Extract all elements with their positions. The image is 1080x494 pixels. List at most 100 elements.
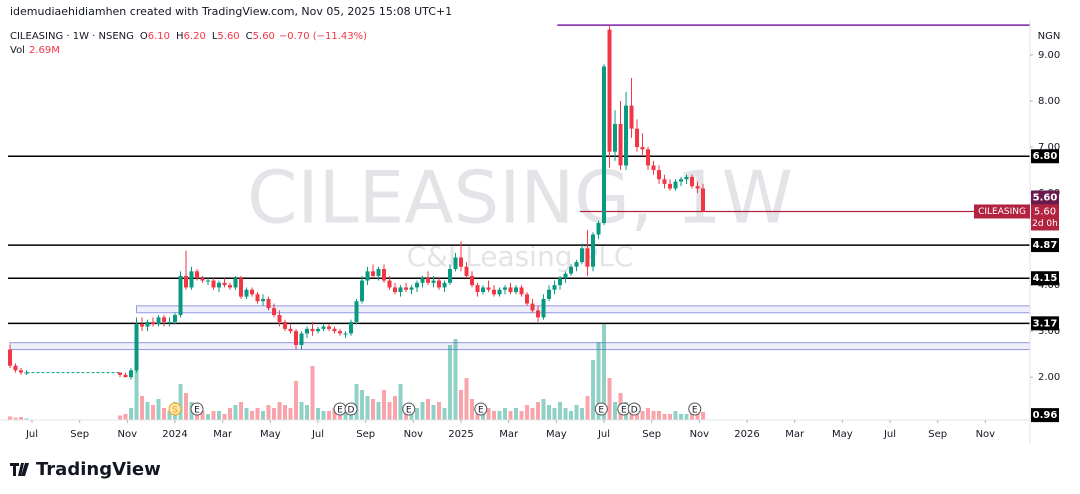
x-tick-label: 2024 bbox=[162, 429, 187, 440]
level-label: 6.80 bbox=[1033, 151, 1058, 162]
volume-bar bbox=[167, 411, 172, 420]
volume-bar bbox=[294, 381, 299, 420]
level-label: 4.15 bbox=[1033, 273, 1058, 284]
candle-body bbox=[365, 271, 370, 281]
ohlc-value: 5.60 bbox=[253, 31, 275, 42]
event-label: D bbox=[631, 406, 638, 416]
candle-body bbox=[332, 328, 337, 332]
candle-body bbox=[426, 278, 431, 283]
candle-body bbox=[129, 370, 134, 378]
event-marker bbox=[474, 402, 488, 416]
ohlc-value: 5.60 bbox=[217, 31, 239, 42]
volume-bar bbox=[129, 408, 134, 420]
candle-body bbox=[464, 266, 469, 276]
symbol-box bbox=[974, 204, 1030, 219]
volume-bar bbox=[552, 408, 557, 420]
y-tick-label: 2.00 bbox=[1038, 372, 1060, 383]
volume-legend: Vol 2.69M bbox=[10, 45, 60, 56]
x-tick-label: Nov bbox=[976, 429, 996, 440]
event-marker bbox=[190, 402, 204, 416]
volume-bar bbox=[211, 411, 216, 420]
volume-bar bbox=[239, 402, 244, 420]
change: −0.70 (−11.43%) bbox=[279, 31, 367, 42]
candle-body bbox=[140, 324, 145, 327]
volume-bar bbox=[316, 408, 321, 420]
symbol: CILEASING · 1W · NSENG bbox=[10, 31, 134, 42]
candle-body bbox=[393, 287, 398, 293]
candle-body bbox=[354, 301, 359, 322]
volume-bar bbox=[272, 408, 277, 420]
volume-bar bbox=[371, 399, 376, 420]
candle-body bbox=[536, 310, 541, 318]
volume-bar bbox=[305, 405, 310, 420]
candle-body bbox=[580, 248, 585, 263]
volume-bar bbox=[508, 411, 513, 420]
volume-bar bbox=[437, 402, 442, 420]
volume-bar bbox=[607, 378, 612, 420]
level-label-box bbox=[1031, 271, 1059, 286]
volume-bar bbox=[668, 414, 673, 420]
volume-bar bbox=[679, 414, 684, 420]
ohlc-key: L bbox=[212, 31, 218, 42]
y-tick-label: 4.00 bbox=[1038, 280, 1060, 291]
volume-bar bbox=[415, 408, 420, 420]
volume-bar bbox=[134, 345, 139, 420]
volume-bar bbox=[536, 402, 541, 420]
volume-bar bbox=[233, 405, 238, 420]
volume-bar bbox=[459, 390, 464, 420]
volume-bar bbox=[497, 411, 502, 420]
volume-bar bbox=[690, 411, 695, 420]
candle-body bbox=[431, 280, 436, 283]
y-tick-label: 9.00 bbox=[1038, 50, 1060, 61]
candle-body bbox=[338, 331, 343, 334]
y-tick-label: 8.00 bbox=[1038, 96, 1060, 107]
x-tick-label: Jul bbox=[25, 429, 38, 440]
volume-bar bbox=[327, 411, 332, 420]
event-label: D bbox=[348, 406, 355, 416]
volume-bar bbox=[519, 411, 524, 420]
candle-body bbox=[151, 321, 156, 325]
volume-bar bbox=[701, 411, 706, 420]
volume-bar bbox=[530, 408, 535, 420]
ohlc-value: 6.10 bbox=[148, 31, 170, 42]
candle-body bbox=[662, 179, 667, 184]
volume-bar bbox=[547, 405, 552, 420]
last-price-box bbox=[1031, 204, 1059, 231]
candle-body bbox=[541, 298, 546, 318]
candle-body bbox=[684, 176, 689, 180]
event-label: E bbox=[406, 406, 412, 416]
event-label: S bbox=[172, 406, 178, 416]
volume-bar bbox=[156, 399, 161, 420]
candle-body bbox=[558, 278, 563, 286]
volume-bar bbox=[332, 408, 337, 420]
x-tick-label: Sep bbox=[70, 429, 89, 440]
event-marker bbox=[344, 402, 358, 416]
candle-body bbox=[261, 298, 266, 302]
event-marker bbox=[627, 402, 641, 416]
volume-bar bbox=[360, 390, 365, 420]
candle-body bbox=[371, 271, 376, 276]
candle-body bbox=[508, 287, 513, 293]
volume-bar bbox=[613, 402, 618, 420]
candle-body bbox=[503, 287, 508, 290]
candle-body bbox=[673, 181, 678, 189]
volume-bar bbox=[321, 411, 326, 420]
volume-bar bbox=[19, 417, 24, 420]
volume-bar bbox=[123, 414, 128, 420]
candle-body bbox=[316, 328, 321, 332]
volume-bar bbox=[585, 396, 590, 420]
volume-bar bbox=[217, 411, 222, 420]
ohlc-value: 6.20 bbox=[184, 31, 206, 42]
candle-body bbox=[668, 183, 673, 189]
candle-body bbox=[437, 280, 442, 288]
volume-bar bbox=[244, 408, 249, 420]
candle-body bbox=[563, 273, 568, 279]
candle-body bbox=[514, 287, 519, 293]
volume-bar bbox=[184, 393, 189, 420]
candle-body bbox=[310, 328, 315, 332]
volume-bar bbox=[393, 396, 398, 420]
candle-body bbox=[613, 124, 618, 152]
candle-body bbox=[327, 326, 332, 329]
candle-body bbox=[459, 257, 464, 267]
x-tick-label: 2026 bbox=[734, 429, 759, 440]
